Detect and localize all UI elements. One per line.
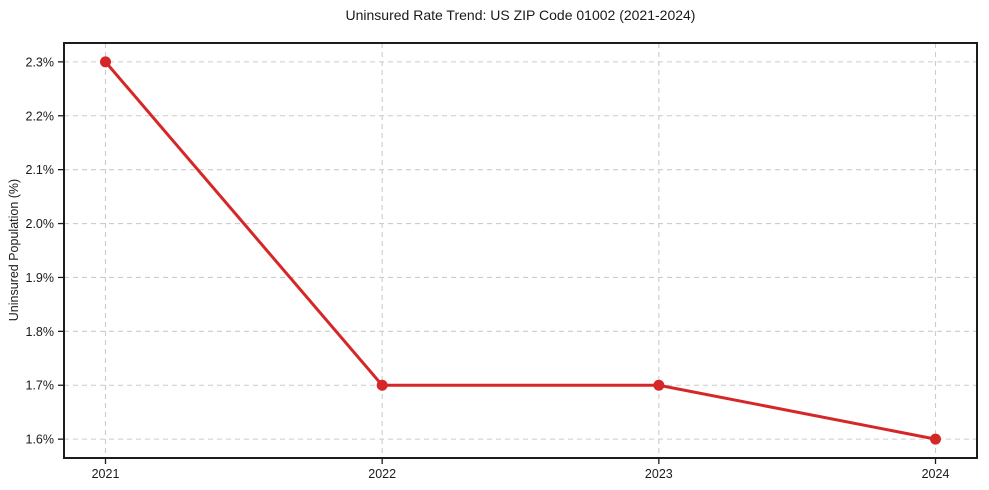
y-tick-label: 1.7% [26,379,55,393]
trend-line [104,60,937,441]
y-tick-label: 2.3% [26,55,55,69]
data-point [653,379,665,391]
data-point [376,379,388,391]
x-tick-label: 2022 [368,467,396,481]
y-tick-label: 2.0% [26,217,55,231]
plot-border [63,42,978,459]
y-tick-label: 2.2% [26,109,55,123]
y-tick-label: 1.8% [26,325,55,339]
data-point [930,433,941,445]
x-tick-label: 2024 [922,467,950,481]
y-tick-label: 2.1% [26,163,55,177]
y-tick-label: 1.6% [26,433,55,447]
chart-title: Uninsured Rate Trend: US ZIP Code 01002 … [345,7,696,23]
y-tick-label: 1.9% [26,271,55,285]
x-tick-label: 2023 [645,467,673,481]
data-point [100,56,111,68]
x-tick-label: 2021 [92,467,120,481]
